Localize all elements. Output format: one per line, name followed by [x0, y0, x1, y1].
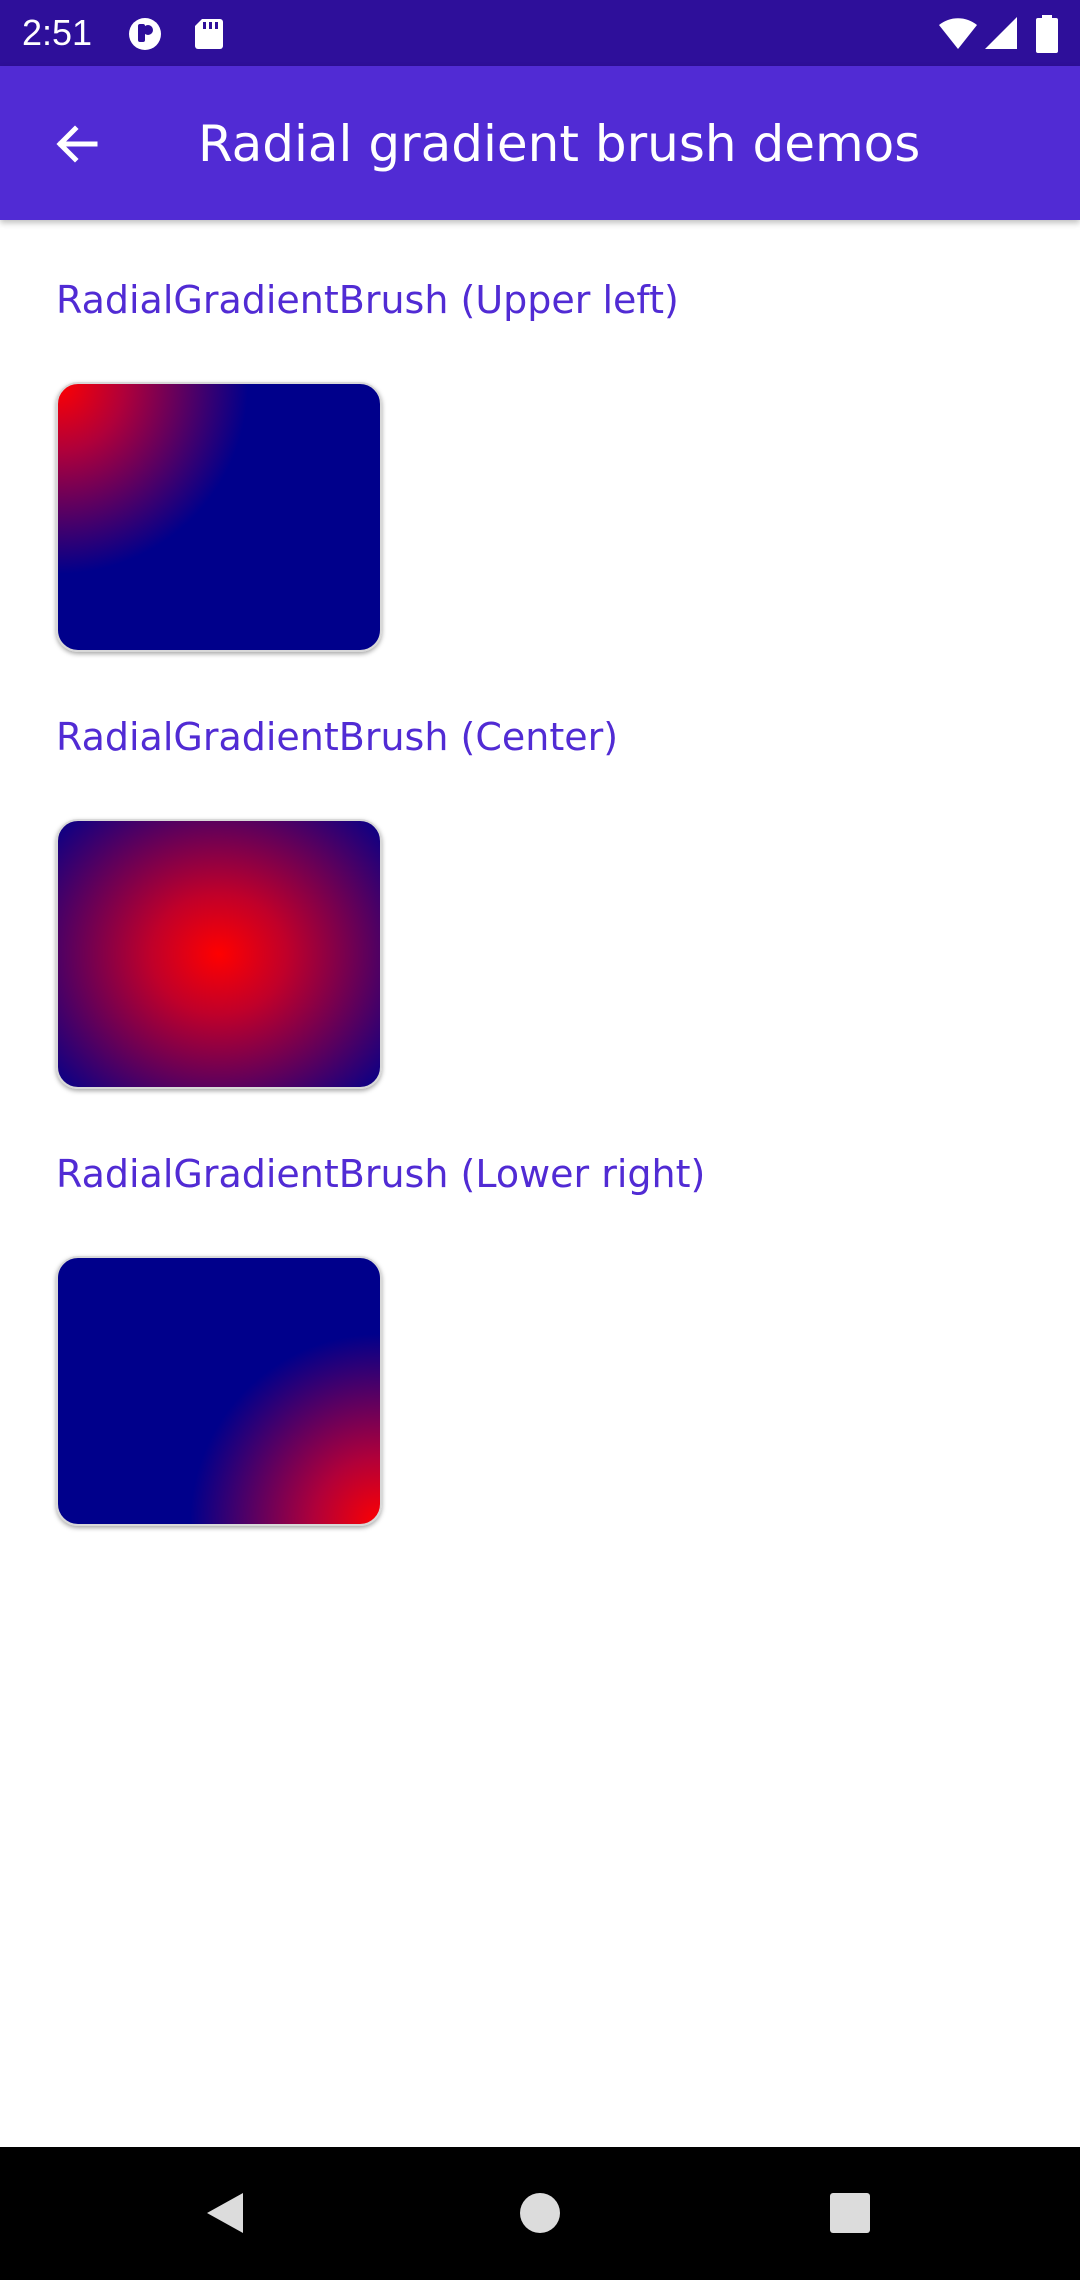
- battery-icon: [1034, 15, 1060, 53]
- system-nav-bar: [0, 2147, 1080, 2280]
- app-bar: Radial gradient brush demos: [0, 66, 1080, 220]
- demo-label-center: RadialGradientBrush (Center): [56, 715, 619, 759]
- demo-label-upper-left: RadialGradientBrush (Upper left): [56, 278, 679, 322]
- sd-card-icon: [190, 15, 228, 53]
- status-bar: 2:51: [0, 0, 1080, 66]
- cellular-signal-icon: [983, 15, 1021, 53]
- gradient-box-center: [56, 819, 382, 1089]
- data-saver-icon: [126, 15, 164, 53]
- wifi-icon: [937, 15, 979, 53]
- back-button[interactable]: [36, 111, 116, 181]
- status-time: 2:51: [22, 12, 93, 53]
- nav-recents-button[interactable]: [820, 2185, 880, 2245]
- demo-label-lower-right: RadialGradientBrush (Lower right): [56, 1152, 706, 1196]
- home-circle-icon: [518, 2191, 562, 2239]
- back-triangle-icon: [203, 2189, 247, 2241]
- arrow-left-icon: [51, 119, 101, 173]
- page-title: Radial gradient brush demos: [198, 115, 921, 173]
- gradient-box-upper-left: [56, 382, 382, 652]
- recents-square-icon: [828, 2191, 872, 2239]
- nav-home-button[interactable]: [510, 2185, 570, 2245]
- gradient-box-lower-right: [56, 1256, 382, 1526]
- nav-back-button[interactable]: [195, 2185, 255, 2245]
